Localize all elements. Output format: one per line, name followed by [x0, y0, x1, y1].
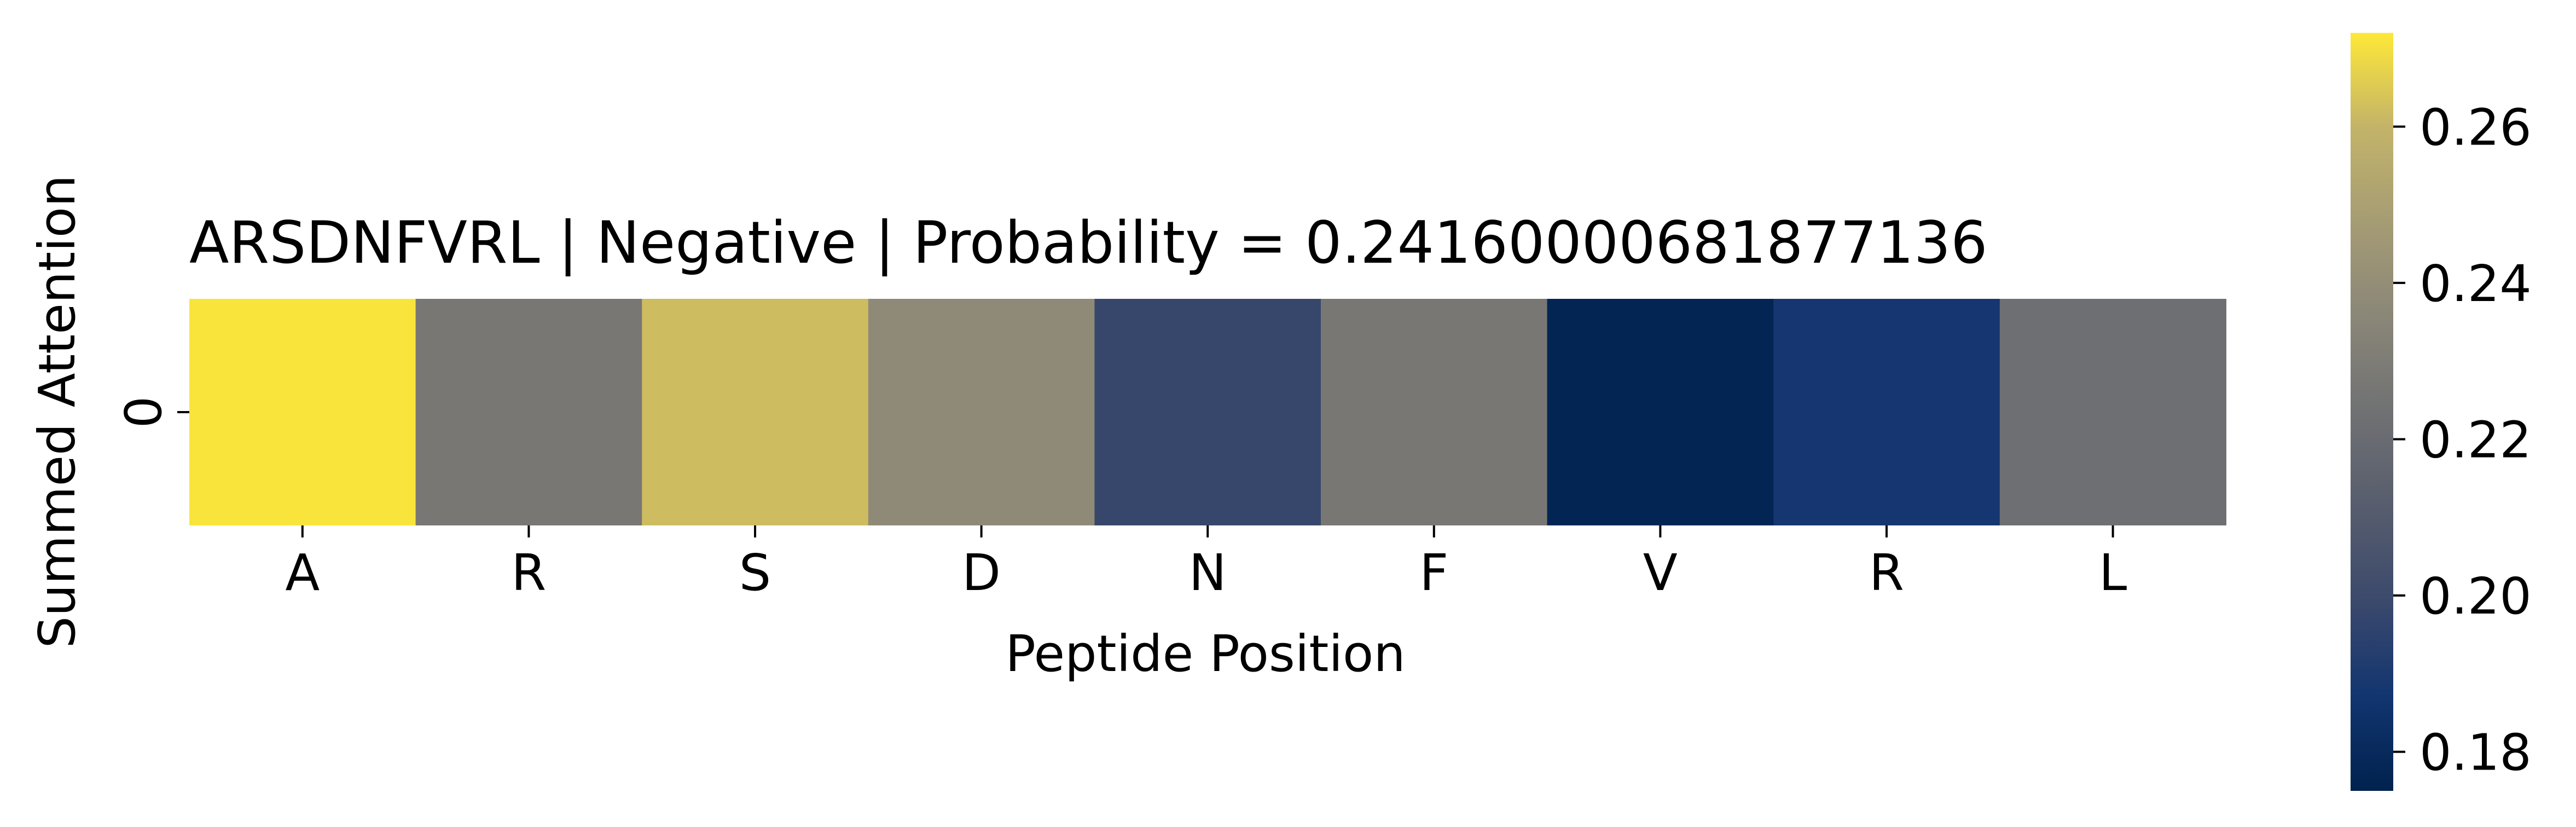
x-tick-label: F	[1419, 543, 1448, 602]
y-axis-label: Summed Attention	[28, 175, 86, 649]
colorbar-tick-label: 0.18	[2420, 724, 2532, 782]
x-tick-label: N	[1189, 543, 1227, 602]
heatmap-cell	[1094, 299, 1321, 525]
y-axis-ticks: 0	[114, 396, 189, 429]
heatmap-cell	[1321, 299, 1548, 525]
colorbar-tick-label: 0.26	[2420, 98, 2532, 157]
x-tick-label: R	[511, 543, 546, 602]
y-tick-label: 0	[114, 396, 173, 429]
x-tick-label: V	[1643, 543, 1678, 602]
heatmap-cell	[189, 299, 416, 525]
x-tick-label: D	[962, 543, 1001, 602]
colorbar	[2351, 33, 2393, 791]
x-tick-label: S	[739, 543, 771, 602]
heatmap-cell	[868, 299, 1095, 525]
heatmap-cell	[1999, 299, 2226, 525]
chart-title: ARSDNFVRL | Negative | Probability = 0.2…	[189, 209, 1988, 277]
colorbar-tick-label: 0.20	[2420, 567, 2532, 626]
x-tick-label: A	[285, 543, 320, 602]
colorbar-tick-label: 0.22	[2420, 410, 2532, 469]
x-tick-label: R	[1869, 543, 1904, 602]
heatmap-cell	[415, 299, 642, 525]
x-tick-label: L	[2099, 543, 2127, 602]
colorbar-ticks: 0.18 0.20 0.22 0.24 0.26	[2393, 98, 2532, 782]
heatmap-cell	[642, 299, 869, 525]
x-axis-label: Peptide Position	[1005, 624, 1405, 683]
heatmap-cell	[1547, 299, 1774, 525]
colorbar-tick-label: 0.24	[2420, 255, 2532, 313]
heatmap-cells	[189, 299, 2226, 525]
heatmap-cell	[1773, 299, 2000, 525]
